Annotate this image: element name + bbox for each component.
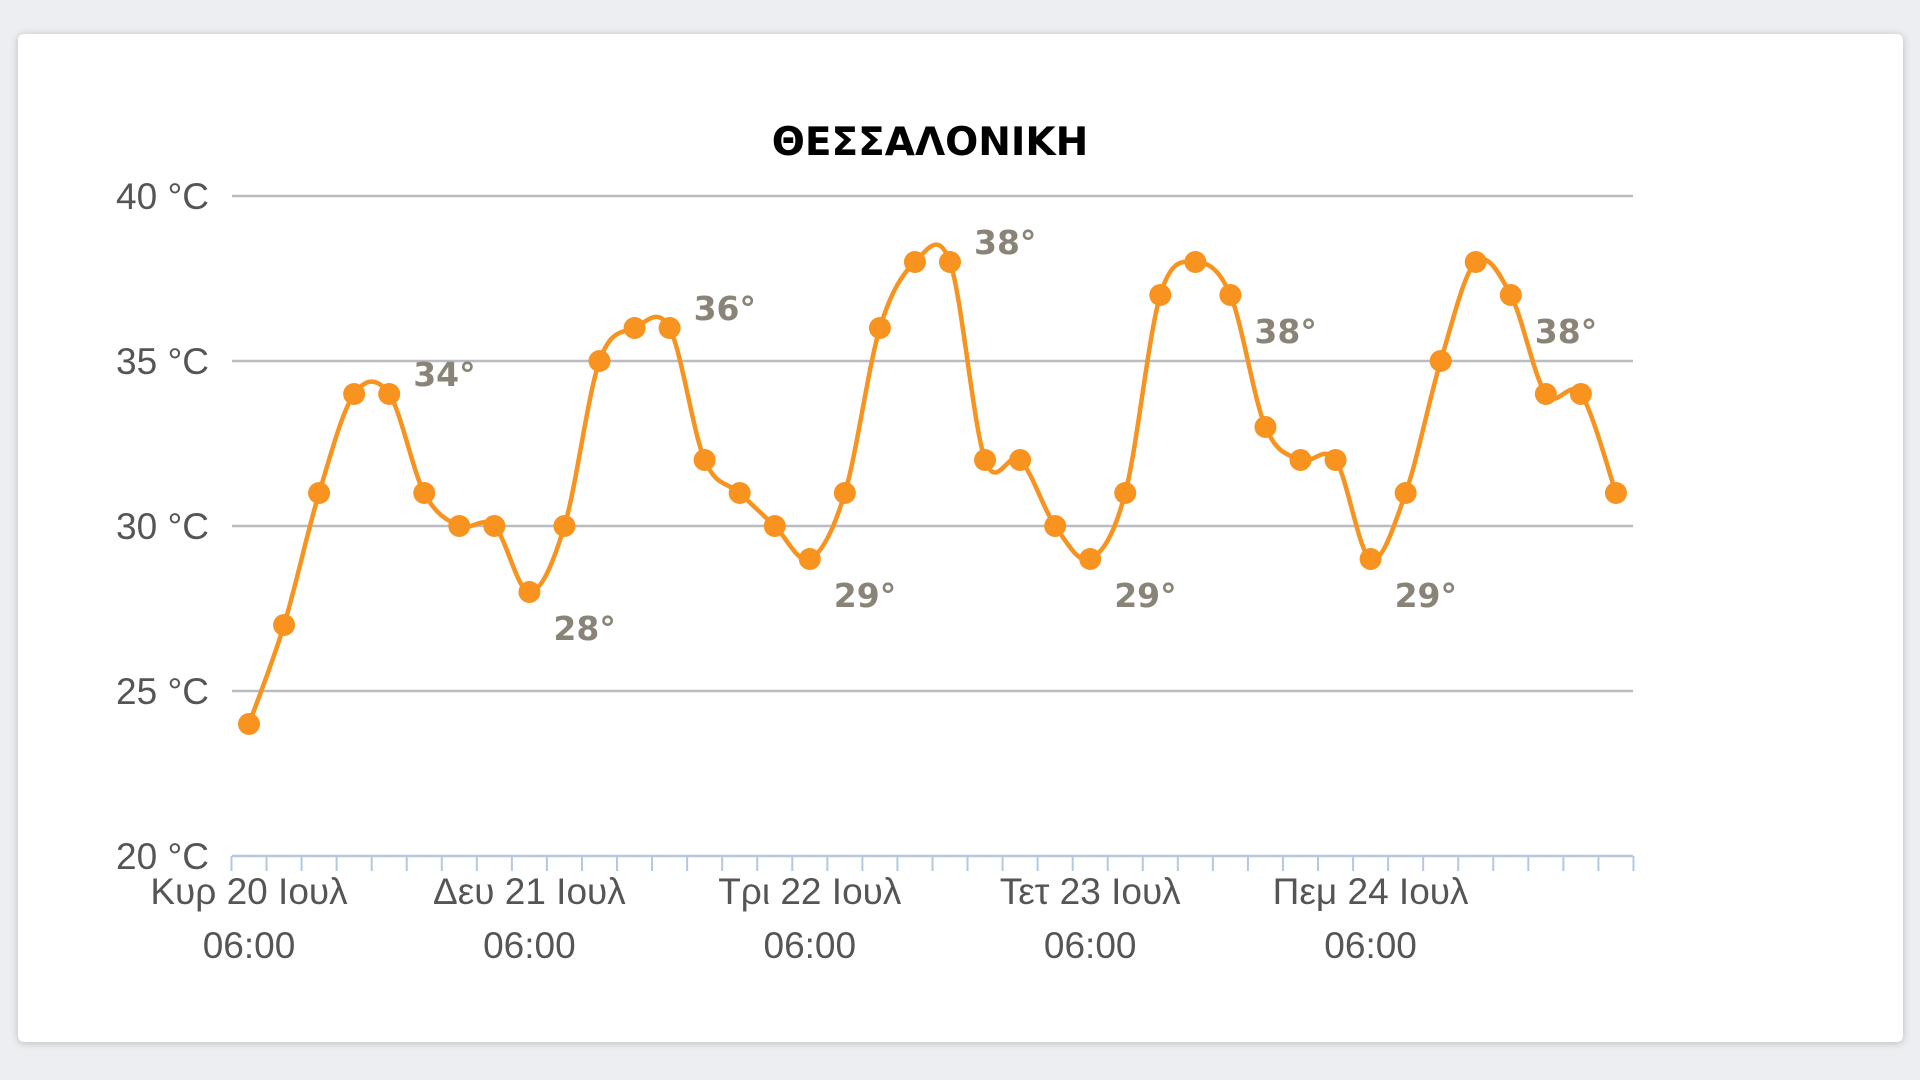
data-point-26	[1149, 284, 1172, 306]
data-point-11	[623, 317, 646, 339]
x-tick-label-day: Πεμ 24 Ιουλ	[1273, 871, 1469, 912]
chart-card: ΘΕΣΣΑΛΟΝΙΚΗ 20 °C 25 °C 30 °C 35 °C 40 °C Κυρ …	[18, 34, 1903, 1042]
data-point-16	[798, 548, 821, 570]
data-point-35	[1464, 251, 1487, 273]
y-tick-label-40: 40 °C	[116, 176, 209, 217]
x-tick-label: Πεμ 24 Ιουλ 06:00	[1273, 871, 1469, 966]
data-point-22	[1009, 449, 1032, 471]
y-tick-label-25: 25 °C	[116, 671, 209, 712]
data-point-0	[238, 713, 260, 735]
data-point-8	[518, 581, 541, 603]
y-tick-label-20: 20 °C	[116, 836, 209, 877]
data-point-31	[1324, 449, 1347, 471]
data-point-10	[588, 350, 611, 372]
data-point-19	[903, 251, 926, 273]
chart-title: ΘΕΣΣΑΛΟΝΙΚΗ	[772, 120, 1089, 165]
data-point-18	[868, 317, 891, 339]
data-point-5	[413, 482, 436, 504]
x-tick-label: Δευ 21 Ιουλ 06:00	[433, 871, 626, 966]
data-point-32	[1359, 548, 1382, 570]
x-tick-label-time: 06:00	[1044, 925, 1137, 966]
x-tick-label-time: 06:00	[1324, 925, 1417, 966]
data-point-34	[1429, 350, 1452, 372]
data-point-29	[1254, 416, 1277, 438]
temperature-chart: ΘΕΣΣΑΛΟΝΙΚΗ 20 °C 25 °C 30 °C 35 °C 40 °C Κυρ …	[116, 120, 1635, 966]
data-point-12	[658, 317, 681, 339]
data-point-17	[833, 482, 856, 504]
x-tick-label: Τετ 23 Ιουλ 06:00	[1000, 871, 1181, 966]
data-point-30	[1289, 449, 1312, 471]
x-tick-label-day: Τρι 22 Ιουλ	[718, 871, 902, 912]
data-point-38	[1569, 383, 1592, 405]
data-point-2	[308, 482, 331, 504]
data-label: 38°	[1535, 312, 1597, 351]
data-point-14	[728, 482, 751, 504]
data-point-4	[378, 383, 401, 405]
data-label: 34°	[413, 355, 475, 394]
x-tick-label: Κυρ 20 Ιουλ 06:00	[150, 871, 348, 966]
data-label: 29°	[1114, 576, 1176, 615]
data-point-13	[693, 449, 716, 471]
y-tick-label-30: 30 °C	[116, 506, 209, 547]
data-point-20	[939, 251, 961, 273]
data-label: 38°	[974, 223, 1036, 262]
data-point-23	[1044, 515, 1067, 537]
x-tick-label-day: Κυρ 20 Ιουλ	[150, 871, 348, 912]
x-tick-label: Τρι 22 Ιουλ 06:00	[718, 871, 902, 966]
data-point-25	[1114, 482, 1137, 504]
data-point-27	[1184, 251, 1207, 273]
x-tick-label-time: 06:00	[483, 925, 576, 966]
y-tick-label-35: 35 °C	[116, 341, 209, 382]
data-point-39	[1604, 482, 1627, 504]
data-point-15	[763, 515, 786, 537]
data-point-7	[483, 515, 506, 537]
x-tick-label-day: Δευ 21 Ιουλ	[433, 871, 626, 912]
data-label: 29°	[834, 576, 896, 615]
data-label: 38°	[1254, 312, 1316, 351]
data-point-28	[1219, 284, 1242, 306]
data-point-36	[1499, 284, 1522, 306]
data-point-9	[553, 515, 576, 537]
x-tick-label-time: 06:00	[764, 925, 857, 966]
x-tick-label-time: 06:00	[203, 925, 296, 966]
data-label: 28°	[553, 609, 615, 648]
data-label: 29°	[1395, 576, 1457, 615]
data-point-6	[448, 515, 471, 537]
data-point-24	[1079, 548, 1102, 570]
data-point-3	[343, 383, 366, 405]
data-point-33	[1394, 482, 1417, 504]
data-point-1	[273, 614, 296, 636]
data-label: 36°	[694, 289, 756, 328]
data-point-21	[974, 449, 997, 471]
data-point-37	[1534, 383, 1557, 405]
x-tick-label-day: Τετ 23 Ιουλ	[1000, 871, 1181, 912]
